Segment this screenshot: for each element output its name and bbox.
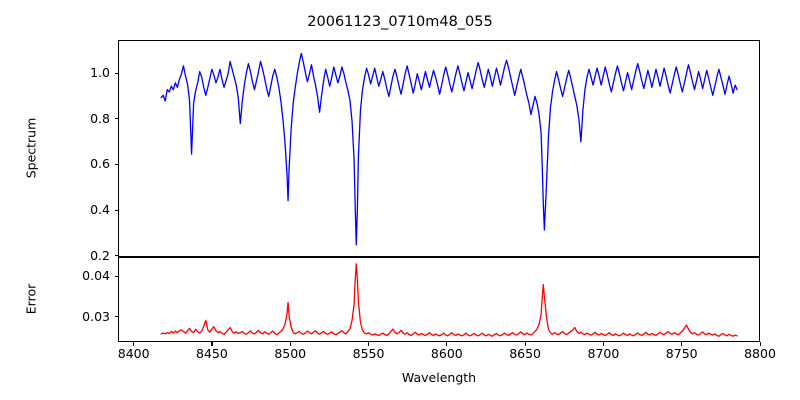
error-data-line	[161, 264, 737, 336]
spectrum-y-tick-mark	[114, 72, 118, 74]
spectrum-y-tick-mark	[114, 255, 118, 257]
error-line-chart	[119, 258, 759, 341]
x-tick-mark	[289, 342, 291, 346]
spectrum-y-tick-label: 0.6	[90, 156, 110, 172]
x-tick-label: 8650	[509, 346, 542, 361]
x-axis-label: Wavelength	[401, 370, 477, 385]
spectrum-data-line	[161, 53, 737, 244]
spectrum-y-tick-label: 0.8	[90, 110, 110, 126]
error-y-tick-label: 0.03	[82, 308, 110, 324]
x-tick-mark	[602, 342, 605, 346]
spectrum-y-tick-label: 0.2	[90, 247, 110, 263]
x-tick-label: 8700	[587, 346, 620, 361]
error-plot-area	[118, 257, 760, 342]
x-tick-mark	[211, 342, 213, 346]
spectrum-y-tick-label: 1.0	[90, 65, 110, 81]
x-tick-mark	[524, 342, 526, 346]
x-tick-label: 8500	[274, 346, 307, 361]
spectrum-line-chart	[119, 41, 759, 256]
x-tick-label: 8550	[352, 346, 385, 361]
x-tick-mark	[759, 342, 761, 346]
x-tick-label: 8450	[196, 346, 228, 361]
spectrum-y-tick-mark	[114, 163, 118, 166]
error-y-tick-mark	[114, 316, 118, 318]
spectrum-y-tick-mark	[114, 209, 118, 211]
x-tick-mark	[681, 342, 683, 346]
x-tick-mark	[368, 342, 370, 346]
error-y-tick-label: 0.04	[82, 268, 110, 284]
spectrum-plot-area	[118, 40, 760, 257]
error-y-tick-mark	[114, 275, 118, 277]
x-tick-label: 8800	[744, 346, 776, 361]
x-tick-label: 8600	[430, 346, 463, 361]
x-tick-label: 8400	[117, 346, 150, 361]
figure-title: 20061123_0710m48_055	[307, 14, 493, 30]
x-tick-mark	[133, 342, 135, 346]
x-tick-label: 8750	[665, 346, 698, 361]
spectrum-y-tick-mark	[114, 118, 118, 120]
x-tick-mark	[446, 342, 448, 346]
spectrum-y-tick-label: 0.4	[90, 202, 110, 218]
